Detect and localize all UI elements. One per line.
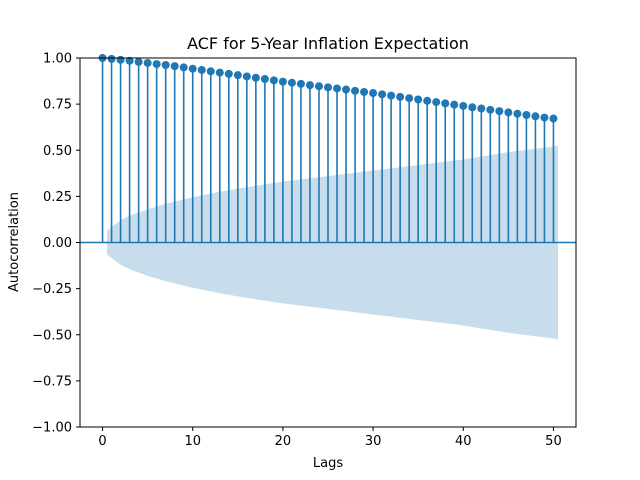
stem-layer [101, 58, 555, 243]
acf-point [414, 95, 423, 104]
acf-point [450, 100, 459, 109]
y-tick-label: −0.75 [32, 374, 72, 389]
acf-point [522, 111, 531, 120]
acf-point [116, 55, 125, 64]
acf-point [513, 109, 522, 118]
acf-point [224, 69, 233, 78]
acf-point [134, 57, 143, 66]
acf-point [468, 103, 477, 112]
y-tick-label: 0.75 [43, 98, 72, 113]
x-axis-ticks: 0 10 20 30 40 50 [98, 427, 562, 449]
x-tick-label: 20 [275, 434, 292, 449]
x-tick-label: 0 [98, 434, 106, 449]
acf-point [342, 85, 351, 94]
acf-point [477, 104, 486, 113]
acf-point [378, 90, 387, 99]
acf-point [549, 114, 558, 123]
x-tick-label: 30 [365, 434, 382, 449]
acf-point [495, 107, 504, 116]
acf-point [486, 105, 495, 114]
acf-point [459, 101, 468, 110]
y-axis-label: Autocorrelation [7, 192, 22, 292]
acf-point [287, 78, 296, 87]
acf-point [423, 96, 432, 105]
acf-point [233, 71, 242, 80]
marker-layer [98, 54, 558, 123]
acf-point [143, 58, 152, 67]
acf-point [360, 87, 369, 96]
acf-point [396, 92, 405, 101]
acf-point [278, 77, 287, 86]
y-tick-label: 0.50 [43, 144, 72, 159]
acf-point [125, 56, 134, 65]
acf-point [179, 63, 188, 72]
acf-point [215, 68, 224, 77]
x-tick-label: 40 [455, 434, 472, 449]
acf-point [369, 89, 378, 98]
acf-point [251, 73, 260, 82]
x-axis-label: Lags [313, 456, 343, 471]
y-tick-label: 0.00 [43, 236, 72, 251]
x-tick-label: 10 [184, 434, 201, 449]
acf-point [504, 108, 513, 117]
acf-point [324, 83, 332, 92]
y-tick-label: −0.50 [32, 328, 72, 343]
acf-point [314, 82, 323, 91]
chart-title: ACF for 5-Year Inflation Expectation [187, 34, 469, 53]
acf-point [540, 113, 549, 122]
acf-point [161, 61, 170, 70]
acf-point [351, 86, 360, 95]
acf-point [441, 99, 450, 108]
y-tick-label: −1.00 [32, 421, 72, 436]
acf-point [305, 81, 314, 90]
acf-point [206, 67, 215, 76]
acf-point [405, 94, 414, 103]
acf-point [531, 112, 540, 121]
y-tick-label: 0.25 [43, 190, 72, 205]
acf-point [269, 76, 278, 85]
acf-point [387, 91, 396, 100]
acf-point [197, 65, 206, 74]
y-tick-label: 1.00 [43, 52, 72, 67]
x-tick-label: 50 [545, 434, 562, 449]
y-axis-ticks: −1.00 −0.75 −0.50 −0.25 0.00 0.25 0.50 0.75 1.00 [32, 52, 80, 436]
acf-point [260, 75, 269, 84]
acf-point [242, 72, 251, 81]
acf-point [188, 64, 197, 73]
acf-point [170, 62, 179, 71]
acf-point [152, 60, 161, 69]
acf-point [432, 98, 441, 107]
acf-point [296, 79, 305, 88]
acf-point [107, 54, 116, 63]
acf-point [333, 84, 342, 93]
y-tick-label: −0.25 [32, 282, 72, 297]
